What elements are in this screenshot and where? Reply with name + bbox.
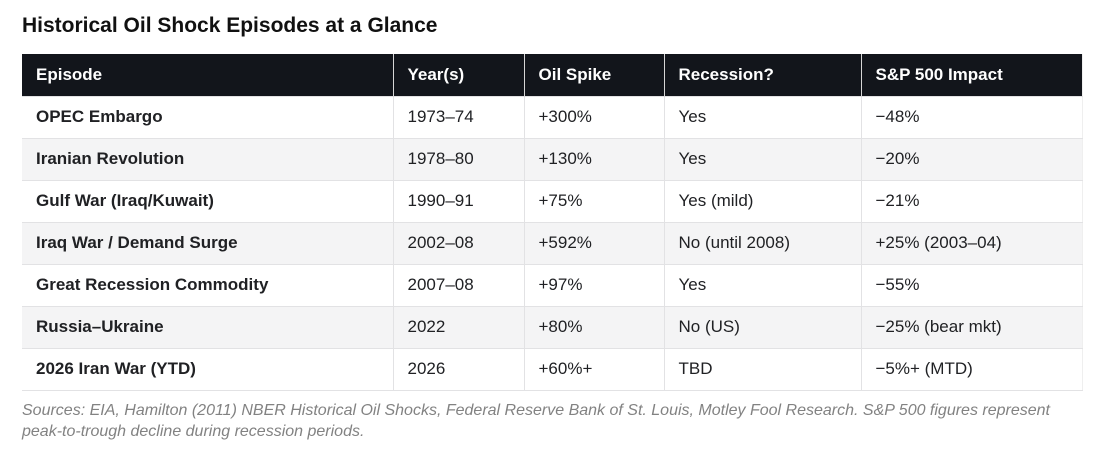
cell-sp500: −25% (bear mkt) <box>860 305 1082 348</box>
table-row: Russia–Ukraine 2022 +80% No (US) −25% (bear … <box>22 305 1082 348</box>
cell-recession: Yes <box>663 263 861 306</box>
cell-episode: Iraq War / Demand Surge <box>22 221 393 264</box>
table-row: Gulf War (Iraq/Kuwait) 1990–91 +75% Yes (mi… <box>22 179 1082 222</box>
table-row: Iranian Revolution 1978–80 +130% Yes −20% <box>22 137 1082 180</box>
cell-years: 2026 <box>392 347 524 390</box>
cell-years: 2022 <box>392 305 524 348</box>
cell-sp500: −5%+ (MTD) <box>860 347 1082 390</box>
cell-years: 2002–08 <box>392 221 524 264</box>
column-header-recession: Recession? <box>663 54 861 96</box>
table-row: OPEC Embargo 1973–74 +300% Yes −48% <box>22 95 1082 138</box>
cell-sp500: −48% <box>860 95 1082 138</box>
cell-recession: Yes <box>663 137 861 180</box>
table-header-row: Episode Year(s) Oil Spike Recession? S&P 500… <box>22 54 1082 96</box>
cell-years: 1990–91 <box>392 179 524 222</box>
cell-oil-spike: +592% <box>523 221 664 264</box>
cell-oil-spike: +80% <box>523 305 664 348</box>
cell-oil-spike: +300% <box>523 95 664 138</box>
cell-sp500: +25% (2003–04) <box>860 221 1082 264</box>
cell-recession: Yes (mild) <box>663 179 861 222</box>
cell-episode: Russia–Ukraine <box>22 305 393 348</box>
cell-oil-spike: +60%+ <box>523 347 664 390</box>
cell-sp500: −21% <box>860 179 1082 222</box>
cell-oil-spike: +97% <box>523 263 664 306</box>
cell-recession: Yes <box>663 95 861 138</box>
cell-episode: Gulf War (Iraq/Kuwait) <box>22 179 393 222</box>
oil-shock-table: Episode Year(s) Oil Spike Recession? S&P 500… <box>22 54 1083 391</box>
table-row: Great Recession Commodity 2007–08 +97% Yes −… <box>22 263 1082 306</box>
cell-years: 2007–08 <box>392 263 524 306</box>
sources-note: Sources: EIA, Hamilton (2011) NBER Histo… <box>22 401 1050 440</box>
column-header-sp500: S&P 500 Impact <box>860 54 1082 96</box>
cell-oil-spike: +130% <box>523 137 664 180</box>
cell-sp500: −20% <box>860 137 1082 180</box>
cell-episode: 2026 Iran War (YTD) <box>22 347 393 390</box>
column-header-episode: Episode <box>22 54 393 96</box>
column-header-oil-spike: Oil Spike <box>523 54 664 96</box>
cell-episode: Great Recession Commodity <box>22 263 393 306</box>
cell-recession: TBD <box>663 347 861 390</box>
cell-episode: OPEC Embargo <box>22 95 393 138</box>
column-header-years: Year(s) <box>392 54 524 96</box>
table-row: 2026 Iran War (YTD) 2026 +60%+ TBD −5%+ (MTD… <box>22 347 1082 390</box>
cell-recession: No (US) <box>663 305 861 348</box>
table-row: Iraq War / Demand Surge 2002–08 +592% No (u… <box>22 221 1082 264</box>
cell-years: 1978–80 <box>392 137 524 180</box>
cell-oil-spike: +75% <box>523 179 664 222</box>
cell-recession: No (until 2008) <box>663 221 861 264</box>
page-title: Historical Oil Shock Episodes at a Glanc… <box>22 14 438 37</box>
cell-sp500: −55% <box>860 263 1082 306</box>
cell-episode: Iranian Revolution <box>22 137 393 180</box>
oil-shock-figure: Historical Oil Shock Episodes at a Glanc… <box>22 14 1083 440</box>
cell-years: 1973–74 <box>392 95 524 138</box>
